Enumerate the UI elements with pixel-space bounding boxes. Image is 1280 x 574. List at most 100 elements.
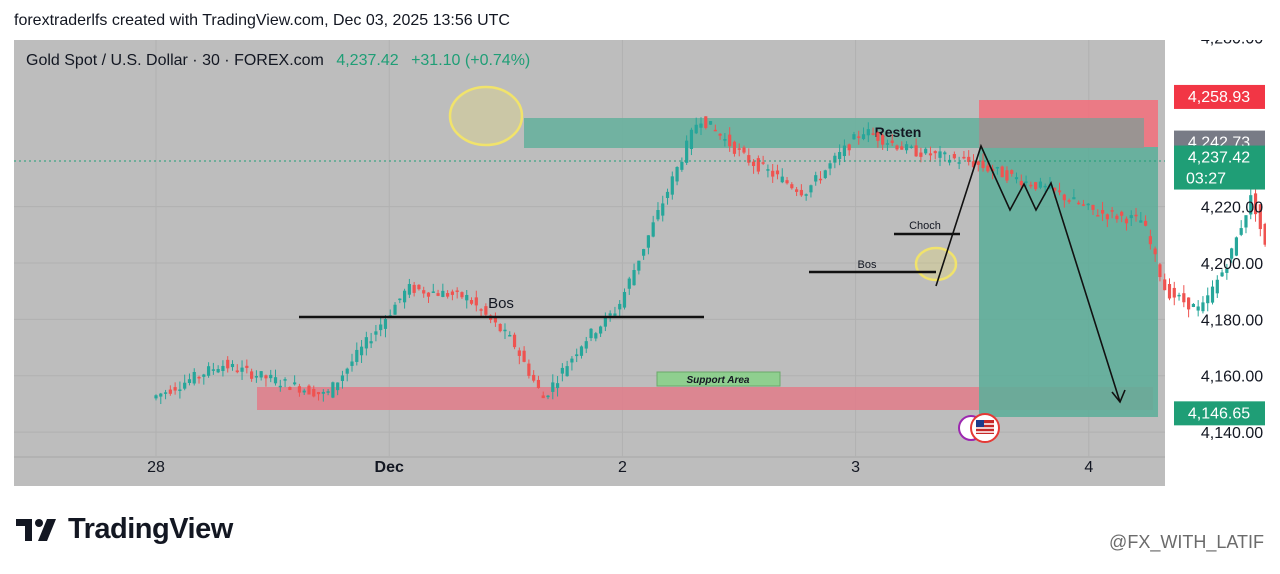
candle-body xyxy=(642,249,646,256)
candle-body xyxy=(1091,204,1095,210)
resistance-zone-overlap xyxy=(979,118,1144,148)
time-tick-label: Dec xyxy=(375,459,404,476)
candle-body xyxy=(603,316,607,327)
candle-body xyxy=(345,368,349,374)
candle-body xyxy=(613,313,617,316)
candle-body xyxy=(656,210,660,220)
candle-body xyxy=(1258,204,1262,230)
candle-body xyxy=(895,145,899,150)
candle-body xyxy=(737,148,741,150)
candle-body xyxy=(278,385,282,388)
candle-body xyxy=(1014,177,1019,180)
price-change: +31.10 (+0.74%) xyxy=(411,52,531,69)
target-zone xyxy=(979,147,1158,417)
candle-body xyxy=(1215,279,1219,294)
candle-body xyxy=(866,129,870,136)
economic-event-flags[interactable] xyxy=(958,413,1000,443)
time-tick-label: 3 xyxy=(851,459,860,476)
author-watermark: @FX_WITH_LATIF xyxy=(1109,532,1264,553)
candle-body xyxy=(952,154,956,159)
candle-body xyxy=(436,293,440,296)
candle-body xyxy=(665,191,670,199)
candle-body xyxy=(761,162,765,164)
tradingview-mark-icon xyxy=(16,518,56,541)
candle-body xyxy=(302,390,306,393)
price-tag-target xyxy=(1174,401,1265,426)
candle-body xyxy=(1038,181,1043,188)
candle-body xyxy=(407,284,411,295)
candle-body xyxy=(216,369,220,373)
candle-body xyxy=(331,382,335,398)
candle-body xyxy=(661,203,665,216)
candle-body xyxy=(723,138,727,141)
candle-body xyxy=(833,155,837,163)
candle-body xyxy=(1010,170,1014,174)
candle-body xyxy=(699,123,703,128)
candle-body xyxy=(1239,228,1243,235)
candle-body xyxy=(1234,237,1239,256)
candle-body xyxy=(622,291,627,308)
candle-body xyxy=(383,319,388,329)
price-tick-label: 4,180.00 xyxy=(1201,312,1263,329)
candle-body xyxy=(321,391,325,394)
symbol-legend[interactable]: Gold Spot / U.S. Dollar · 30 · FOREX.com… xyxy=(26,52,530,70)
candle-body xyxy=(1253,193,1258,215)
price-tick-label: 4,280.00 xyxy=(1201,40,1263,48)
candle-body xyxy=(374,331,378,335)
bos-minor-label: Bos xyxy=(858,259,877,271)
candle-body xyxy=(206,366,211,376)
candle-body xyxy=(1072,197,1076,200)
brand-name: TradingView xyxy=(68,513,233,545)
candle-body xyxy=(230,363,235,368)
candle-body xyxy=(1230,248,1234,259)
candle-body xyxy=(460,292,464,298)
candle-body xyxy=(283,379,287,381)
tradingview-logo[interactable]: TradingView xyxy=(16,513,233,546)
candle-body xyxy=(546,395,550,398)
projection-path xyxy=(935,143,1121,403)
candle-body xyxy=(708,121,713,125)
candle-body xyxy=(823,170,827,179)
candle-body xyxy=(192,371,196,384)
candle-body xyxy=(747,155,751,163)
candle-body xyxy=(890,140,894,143)
candle-body xyxy=(732,141,737,154)
projection-arrowhead xyxy=(1111,389,1126,404)
candle-body xyxy=(799,189,803,196)
candle-body xyxy=(575,354,579,357)
candle-body xyxy=(618,303,622,310)
chart-panel[interactable]: Resten Bos Bos Choch Support Area 4,280.… xyxy=(14,40,1266,486)
symbol-name: Gold Spot / U.S. Dollar · 30 · FOREX.com xyxy=(26,52,324,69)
candle-body xyxy=(995,167,999,169)
candle-body xyxy=(943,152,947,155)
candle-body xyxy=(1249,195,1253,215)
candle-body xyxy=(1029,184,1033,187)
candle-body xyxy=(1244,215,1248,228)
candle-body xyxy=(541,395,545,399)
time-tick-label: 4 xyxy=(1084,459,1093,476)
candle-body xyxy=(187,379,192,383)
candle-body xyxy=(632,270,636,286)
candle-body xyxy=(771,170,775,177)
candle-body xyxy=(928,153,933,156)
candle-body xyxy=(288,387,292,390)
candle-body xyxy=(1153,248,1157,255)
candle-body xyxy=(560,367,564,374)
candle-body xyxy=(881,135,885,145)
candle-body xyxy=(627,278,631,289)
candle-body xyxy=(785,180,789,184)
candle-body xyxy=(1086,203,1090,206)
candle-body xyxy=(340,375,345,381)
candle-body xyxy=(1177,294,1181,297)
candle-body xyxy=(536,379,541,388)
candle-body xyxy=(1220,272,1224,277)
candle-body xyxy=(154,395,158,399)
candle-body xyxy=(1000,166,1004,178)
candle-body xyxy=(904,144,909,151)
candle-body xyxy=(1191,303,1195,307)
candle-body xyxy=(555,383,560,389)
candle-body xyxy=(1167,284,1172,299)
candle-body xyxy=(431,291,435,293)
candle-body xyxy=(1182,293,1186,303)
